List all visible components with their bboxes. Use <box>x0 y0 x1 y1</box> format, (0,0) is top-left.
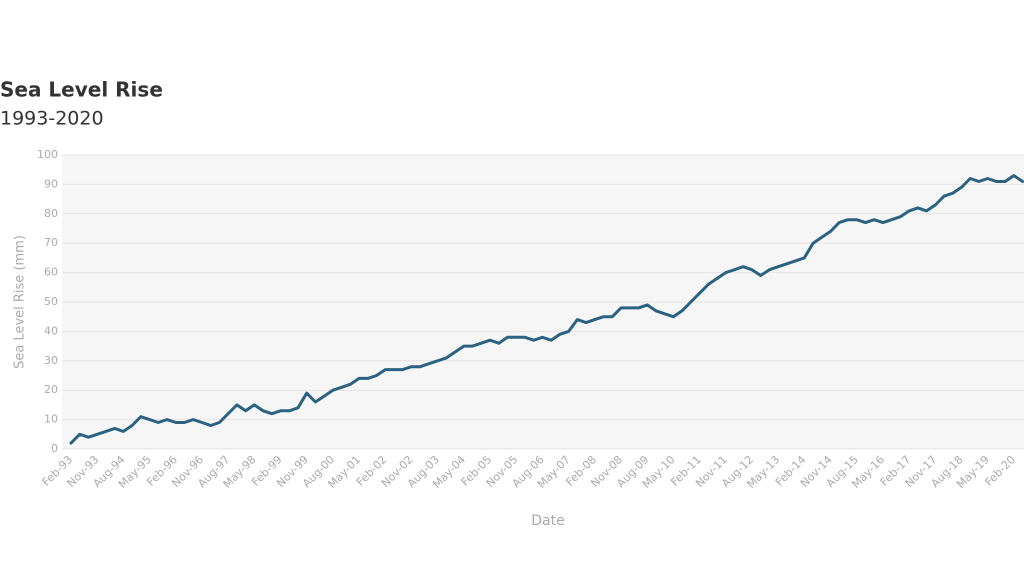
x-axis-label: Date <box>531 513 564 529</box>
y-tick-label: 80 <box>44 207 58 220</box>
y-axis-label: Sea Level Rise (mm) <box>13 235 28 369</box>
y-tick-label: 30 <box>44 354 58 367</box>
y-tick-label: 60 <box>44 266 58 279</box>
y-tick-label: 90 <box>44 177 58 190</box>
chart-title: Sea Level Rise <box>0 78 163 102</box>
y-tick-label: 0 <box>51 442 58 455</box>
y-tick-label: 50 <box>44 295 58 308</box>
line <box>69 174 1024 445</box>
y-tick-label: 40 <box>44 324 58 337</box>
y-tick-label: 20 <box>44 383 58 396</box>
chart-subtitle: 1993-2020 <box>0 108 104 130</box>
y-tick-label: 70 <box>44 236 58 249</box>
y-tick-label: 100 <box>37 148 58 161</box>
y-tick-label: 10 <box>44 413 58 426</box>
